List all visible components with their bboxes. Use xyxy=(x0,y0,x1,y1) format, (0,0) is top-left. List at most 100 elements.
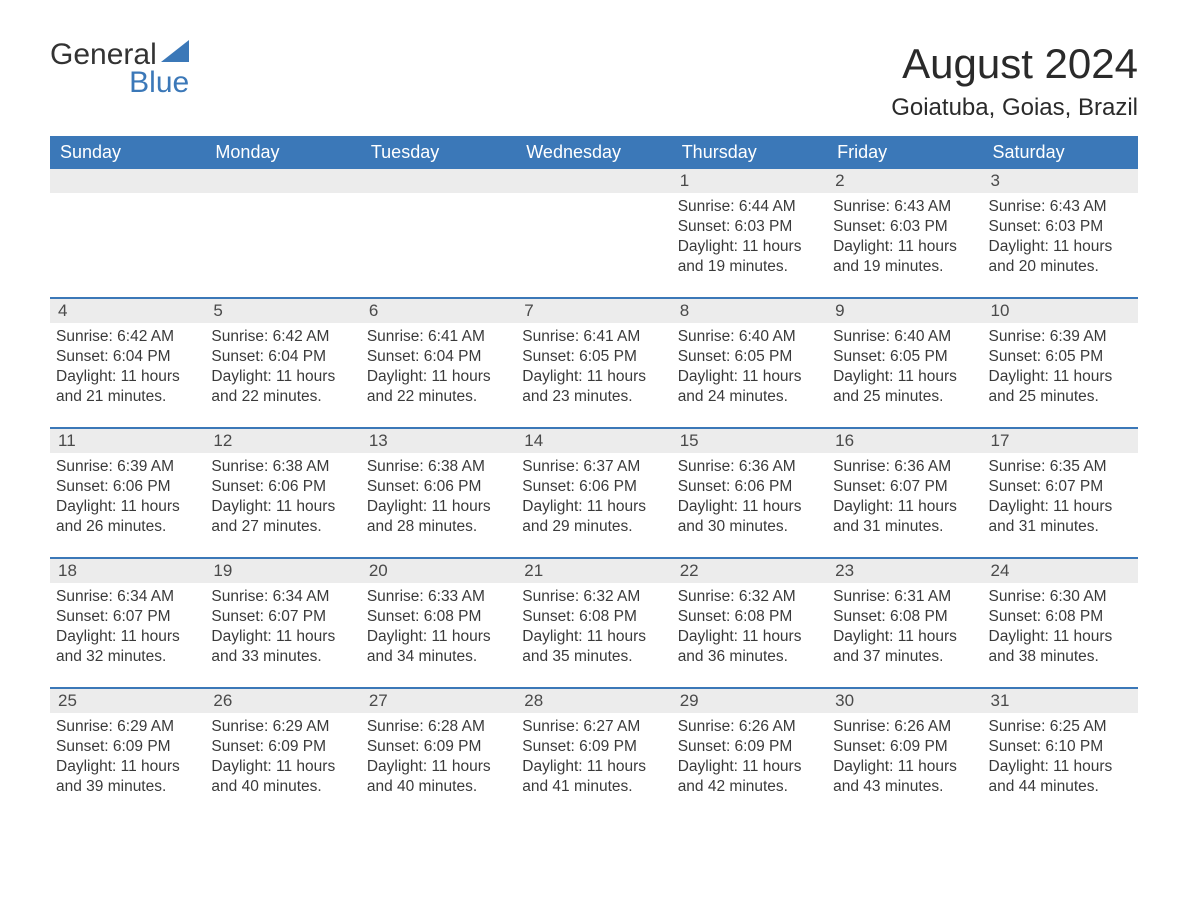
day-cell: 31Sunrise: 6:25 AMSunset: 6:10 PMDayligh… xyxy=(983,689,1138,807)
day-sunrise: Sunrise: 6:26 AM xyxy=(833,717,976,737)
day-number: 9 xyxy=(827,299,982,323)
day-d1: Daylight: 11 hours xyxy=(211,627,354,647)
day-body: Sunrise: 6:32 AMSunset: 6:08 PMDaylight:… xyxy=(672,583,827,668)
day-d2: and 32 minutes. xyxy=(56,647,199,667)
day-body: Sunrise: 6:29 AMSunset: 6:09 PMDaylight:… xyxy=(205,713,360,798)
day-sunset: Sunset: 6:08 PM xyxy=(367,607,510,627)
day-d1: Daylight: 11 hours xyxy=(211,367,354,387)
day-cell: 23Sunrise: 6:31 AMSunset: 6:08 PMDayligh… xyxy=(827,559,982,677)
day-number: 8 xyxy=(672,299,827,323)
day-body: Sunrise: 6:34 AMSunset: 6:07 PMDaylight:… xyxy=(50,583,205,668)
day-sunset: Sunset: 6:03 PM xyxy=(678,217,821,237)
day-d2: and 22 minutes. xyxy=(211,387,354,407)
day-sunset: Sunset: 6:05 PM xyxy=(678,347,821,367)
day-number: 21 xyxy=(516,559,671,583)
day-sunrise: Sunrise: 6:34 AM xyxy=(211,587,354,607)
day-sunset: Sunset: 6:06 PM xyxy=(211,477,354,497)
day-sunset: Sunset: 6:05 PM xyxy=(833,347,976,367)
day-sunrise: Sunrise: 6:34 AM xyxy=(56,587,199,607)
day-number: 25 xyxy=(50,689,205,713)
day-sunset: Sunset: 6:06 PM xyxy=(522,477,665,497)
day-number: 11 xyxy=(50,429,205,453)
day-cell: 16Sunrise: 6:36 AMSunset: 6:07 PMDayligh… xyxy=(827,429,982,547)
day-body: Sunrise: 6:27 AMSunset: 6:09 PMDaylight:… xyxy=(516,713,671,798)
day-sunrise: Sunrise: 6:36 AM xyxy=(678,457,821,477)
day-sunrise: Sunrise: 6:41 AM xyxy=(367,327,510,347)
day-number: 15 xyxy=(672,429,827,453)
day-cell: 19Sunrise: 6:34 AMSunset: 6:07 PMDayligh… xyxy=(205,559,360,677)
weekday-header: Thursday xyxy=(672,136,827,169)
day-number: 4 xyxy=(50,299,205,323)
day-d2: and 27 minutes. xyxy=(211,517,354,537)
day-sunrise: Sunrise: 6:40 AM xyxy=(678,327,821,347)
day-d1: Daylight: 11 hours xyxy=(522,367,665,387)
day-sunset: Sunset: 6:09 PM xyxy=(678,737,821,757)
day-d2: and 33 minutes. xyxy=(211,647,354,667)
day-body: Sunrise: 6:39 AMSunset: 6:06 PMDaylight:… xyxy=(50,453,205,538)
day-sunrise: Sunrise: 6:27 AM xyxy=(522,717,665,737)
day-number xyxy=(516,169,671,193)
day-sunrise: Sunrise: 6:28 AM xyxy=(367,717,510,737)
calendar-week: 18Sunrise: 6:34 AMSunset: 6:07 PMDayligh… xyxy=(50,557,1138,677)
day-d2: and 43 minutes. xyxy=(833,777,976,797)
day-sunset: Sunset: 6:06 PM xyxy=(56,477,199,497)
day-d2: and 34 minutes. xyxy=(367,647,510,667)
day-d1: Daylight: 11 hours xyxy=(56,757,199,777)
day-sunrise: Sunrise: 6:42 AM xyxy=(211,327,354,347)
weekday-header: Sunday xyxy=(50,136,205,169)
day-cell: 21Sunrise: 6:32 AMSunset: 6:08 PMDayligh… xyxy=(516,559,671,677)
day-number xyxy=(205,169,360,193)
day-sunrise: Sunrise: 6:25 AM xyxy=(989,717,1132,737)
day-body: Sunrise: 6:31 AMSunset: 6:08 PMDaylight:… xyxy=(827,583,982,668)
day-cell: 6Sunrise: 6:41 AMSunset: 6:04 PMDaylight… xyxy=(361,299,516,417)
day-body: Sunrise: 6:25 AMSunset: 6:10 PMDaylight:… xyxy=(983,713,1138,798)
day-d1: Daylight: 11 hours xyxy=(833,627,976,647)
day-body: Sunrise: 6:41 AMSunset: 6:04 PMDaylight:… xyxy=(361,323,516,408)
day-d2: and 20 minutes. xyxy=(989,257,1132,277)
day-cell xyxy=(205,169,360,287)
day-cell: 4Sunrise: 6:42 AMSunset: 6:04 PMDaylight… xyxy=(50,299,205,417)
day-number: 14 xyxy=(516,429,671,453)
day-sunrise: Sunrise: 6:35 AM xyxy=(989,457,1132,477)
day-cell: 12Sunrise: 6:38 AMSunset: 6:06 PMDayligh… xyxy=(205,429,360,547)
day-number: 31 xyxy=(983,689,1138,713)
day-number: 16 xyxy=(827,429,982,453)
day-d1: Daylight: 11 hours xyxy=(833,237,976,257)
day-cell: 1Sunrise: 6:44 AMSunset: 6:03 PMDaylight… xyxy=(672,169,827,287)
day-sunset: Sunset: 6:09 PM xyxy=(522,737,665,757)
day-number: 6 xyxy=(361,299,516,323)
day-d2: and 35 minutes. xyxy=(522,647,665,667)
day-d1: Daylight: 11 hours xyxy=(522,627,665,647)
day-body: Sunrise: 6:29 AMSunset: 6:09 PMDaylight:… xyxy=(50,713,205,798)
day-d1: Daylight: 11 hours xyxy=(211,497,354,517)
calendar-week: 25Sunrise: 6:29 AMSunset: 6:09 PMDayligh… xyxy=(50,687,1138,807)
day-sunset: Sunset: 6:08 PM xyxy=(678,607,821,627)
day-sunset: Sunset: 6:09 PM xyxy=(833,737,976,757)
month-title: August 2024 xyxy=(891,40,1138,88)
weekday-header: Tuesday xyxy=(361,136,516,169)
day-cell xyxy=(361,169,516,287)
day-d2: and 41 minutes. xyxy=(522,777,665,797)
calendar-week: 1Sunrise: 6:44 AMSunset: 6:03 PMDaylight… xyxy=(50,169,1138,287)
day-d1: Daylight: 11 hours xyxy=(833,497,976,517)
brand-word2: Blue xyxy=(50,66,189,100)
day-sunset: Sunset: 6:08 PM xyxy=(833,607,976,627)
day-cell: 24Sunrise: 6:30 AMSunset: 6:08 PMDayligh… xyxy=(983,559,1138,677)
day-d1: Daylight: 11 hours xyxy=(367,367,510,387)
day-cell: 10Sunrise: 6:39 AMSunset: 6:05 PMDayligh… xyxy=(983,299,1138,417)
day-cell xyxy=(50,169,205,287)
weekday-header-row: SundayMondayTuesdayWednesdayThursdayFrid… xyxy=(50,136,1138,169)
day-d1: Daylight: 11 hours xyxy=(56,367,199,387)
day-d2: and 19 minutes. xyxy=(833,257,976,277)
day-cell: 2Sunrise: 6:43 AMSunset: 6:03 PMDaylight… xyxy=(827,169,982,287)
day-body: Sunrise: 6:40 AMSunset: 6:05 PMDaylight:… xyxy=(672,323,827,408)
day-sunrise: Sunrise: 6:39 AM xyxy=(989,327,1132,347)
day-sunrise: Sunrise: 6:39 AM xyxy=(56,457,199,477)
day-body: Sunrise: 6:33 AMSunset: 6:08 PMDaylight:… xyxy=(361,583,516,668)
day-body: Sunrise: 6:36 AMSunset: 6:06 PMDaylight:… xyxy=(672,453,827,538)
day-body: Sunrise: 6:35 AMSunset: 6:07 PMDaylight:… xyxy=(983,453,1138,538)
day-d2: and 31 minutes. xyxy=(833,517,976,537)
day-sunset: Sunset: 6:06 PM xyxy=(678,477,821,497)
day-number: 22 xyxy=(672,559,827,583)
day-number: 13 xyxy=(361,429,516,453)
